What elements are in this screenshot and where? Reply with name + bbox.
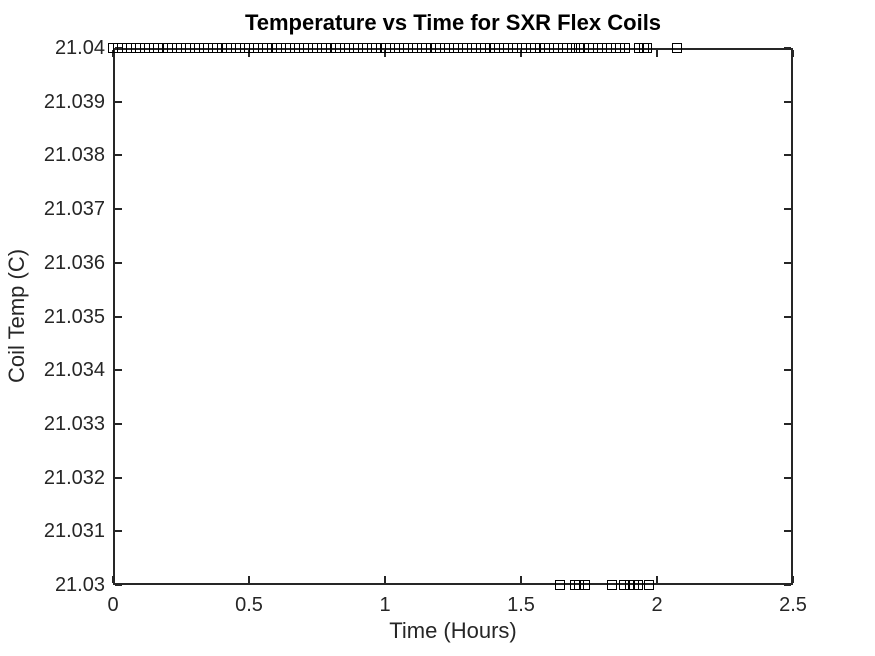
y-axis-right-tick [784, 476, 791, 479]
y-axis-tick [115, 315, 122, 318]
data-point-marker [574, 580, 585, 590]
data-point-marker [566, 43, 577, 53]
y-axis-right-tick [784, 315, 791, 318]
x-tick-label: 2 [651, 594, 663, 616]
y-axis-right-tick [784, 584, 791, 586]
y-axis-tick [115, 530, 122, 533]
y-axis-right-tick [784, 154, 791, 157]
chart-title: Temperature vs Time for SXR Flex Coils [244, 10, 662, 35]
y-tick-label: 21.03 [54, 574, 105, 596]
y-axis-right-tick [784, 208, 791, 211]
data-point-marker [555, 580, 566, 590]
x-axis-top-tick [248, 50, 250, 57]
data-point-marker [632, 580, 643, 590]
x-axis-tick [792, 576, 794, 583]
x-axis-top-tick [520, 50, 522, 57]
x-axis-tick [112, 576, 114, 583]
x-tick-label: 2.5 [779, 594, 807, 616]
plot-area [113, 48, 793, 585]
y-tick-label: 21.037 [43, 198, 105, 221]
data-point-marker [643, 580, 654, 590]
y-axis-right-tick [784, 261, 791, 264]
y-axis-right-tick [784, 369, 791, 372]
data-point-marker [672, 43, 683, 53]
y-axis-tick [115, 422, 122, 425]
x-axis-tick [656, 576, 658, 583]
x-axis-top-tick [792, 50, 794, 57]
x-axis-top-tick [112, 50, 114, 57]
y-axis-tick [115, 208, 122, 211]
x-axis-tick [248, 576, 250, 583]
y-tick-label: 21.036 [43, 251, 105, 274]
data-point-marker [579, 580, 590, 590]
y-tick-label: 21.032 [43, 466, 105, 489]
y-axis-right-tick [784, 47, 791, 49]
data-point-marker [619, 580, 630, 590]
y-tick-label: 21.031 [43, 520, 105, 543]
x-tick-label: 1.5 [507, 594, 535, 616]
x-tick-label: 0 [107, 594, 119, 616]
x-axis-tick [520, 576, 522, 583]
x-tick-label: 0.5 [235, 594, 263, 616]
x-axis-top-tick [656, 50, 658, 57]
y-tick-label: 21.039 [43, 90, 105, 113]
y-axis-tick [115, 476, 122, 479]
y-tick-label: 21.035 [43, 305, 105, 328]
y-axis-tick [115, 154, 122, 157]
y-axis-right-tick [784, 530, 791, 533]
data-point-marker [641, 43, 652, 53]
y-axis-right-tick [784, 422, 791, 425]
y-axis-tick [115, 100, 122, 103]
x-axis-tick [384, 576, 386, 583]
y-axis-tick [115, 261, 122, 264]
y-axis-tick [115, 584, 122, 586]
y-tick-label: 21.033 [43, 412, 105, 435]
y-tick-label: 21.038 [43, 144, 105, 167]
y-tick-label: 21.034 [43, 359, 105, 382]
y-tick-label: 21.04 [54, 37, 105, 59]
x-axis-top-tick [384, 50, 386, 57]
x-axis-label: Time (Hours) [389, 618, 517, 643]
data-point-marker [619, 43, 630, 53]
y-axis-right-tick [784, 100, 791, 103]
y-axis-tick [115, 47, 122, 49]
x-tick-label: 1 [379, 594, 391, 616]
y-axis-tick [115, 369, 122, 372]
data-point-marker [607, 580, 618, 590]
